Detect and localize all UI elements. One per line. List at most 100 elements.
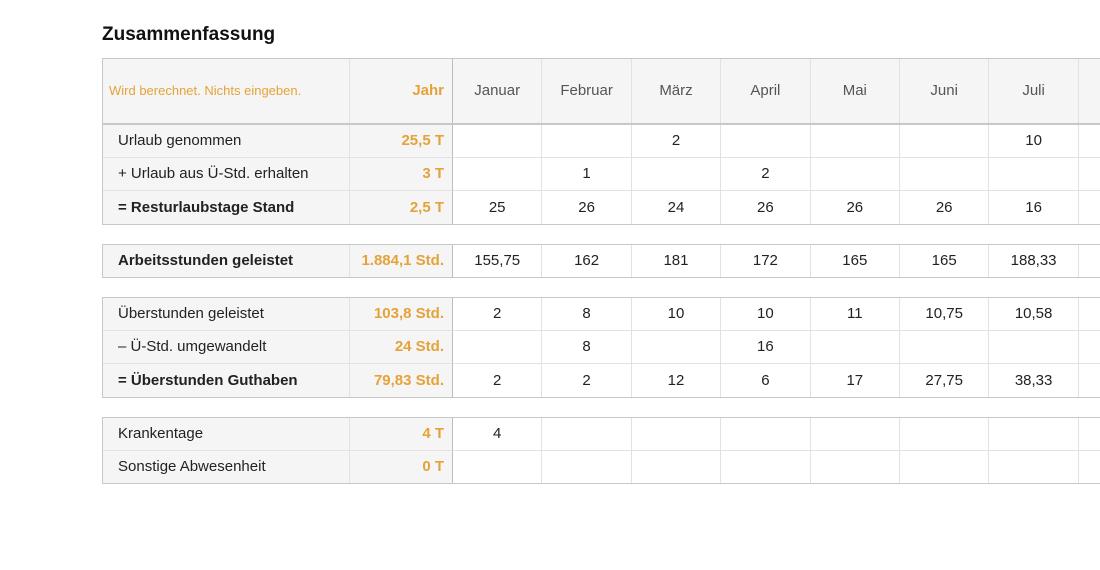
month-header: Februar: [542, 58, 632, 124]
month-header: Januar: [453, 58, 543, 124]
month-value: 155,75: [453, 244, 543, 278]
month-value: [1078, 124, 1100, 158]
month-value: [721, 124, 811, 158]
month-value: [542, 417, 632, 451]
month-value: 2: [631, 124, 722, 158]
month-value: 10: [721, 297, 811, 331]
month-value: [810, 330, 900, 364]
row-label: Krankentage: [102, 417, 350, 451]
month-value: [1078, 417, 1100, 451]
month-value: [1078, 244, 1100, 278]
month-value: 27,75: [900, 364, 990, 398]
month-value: [810, 124, 900, 158]
month-header: März: [631, 58, 722, 124]
row-label: = Resturlaubstage Stand: [102, 191, 350, 225]
month-value: [810, 450, 900, 484]
month-value: [900, 124, 990, 158]
month-value: [900, 330, 990, 364]
row-label: Urlaub genommen: [102, 124, 350, 158]
month-value: [900, 417, 990, 451]
row-year-total: 79,83 Std.: [350, 364, 453, 398]
month-value: 162: [542, 244, 632, 278]
month-value: 8: [542, 297, 632, 331]
month-value: 2: [542, 364, 632, 398]
month-value: [810, 157, 900, 191]
month-value: 6: [721, 364, 811, 398]
row-year-total: 2,5 T: [350, 191, 453, 225]
month-value: 165: [810, 244, 900, 278]
month-value: 16: [989, 191, 1079, 225]
row-label: Überstunden geleistet: [102, 297, 350, 331]
row-year-total: 1.884,1 Std.: [350, 244, 453, 278]
month-value: 10: [631, 297, 722, 331]
month-value: 2: [721, 157, 811, 191]
row-year-total: 103,8 Std.: [350, 297, 453, 331]
month-header: Juni: [900, 58, 990, 124]
month-value: 165: [900, 244, 990, 278]
month-value: 172: [721, 244, 811, 278]
month-value: 11: [810, 297, 900, 331]
month-value: 10,58: [989, 297, 1079, 331]
month-value: 26: [900, 191, 990, 225]
month-value: 26: [721, 191, 811, 225]
month-header: Mai: [810, 58, 900, 124]
month-value: 10,75: [900, 297, 990, 331]
month-value: [810, 417, 900, 451]
row-label: + Urlaub aus Ü-Std. erhalten: [102, 157, 350, 191]
month-value: 2: [453, 364, 543, 398]
row-year-total: 4 T: [350, 417, 453, 451]
month-value: [989, 157, 1079, 191]
month-value: 17: [810, 364, 900, 398]
month-value: [453, 157, 543, 191]
row-label: Arbeitsstunden geleistet: [102, 244, 350, 278]
month-value: [721, 417, 811, 451]
month-value: 1: [542, 157, 632, 191]
row-year-total: 0 T: [350, 450, 453, 484]
month-value: [1078, 158, 1100, 191]
month-value: [900, 450, 990, 484]
month-value: [989, 450, 1079, 484]
month-value: [989, 330, 1079, 364]
month-value: [721, 450, 811, 484]
month-value: 10: [989, 124, 1079, 158]
month-value: 8: [542, 330, 632, 364]
row-label: Sonstige Abwesenheit: [102, 450, 350, 484]
month-value: [631, 450, 722, 484]
month-header: April: [721, 58, 811, 124]
title: Zusammenfassung: [102, 24, 276, 45]
row-label: – Ü-Std. umgewandelt: [102, 330, 350, 364]
month-header: Juli: [989, 58, 1079, 124]
month-value: [631, 330, 722, 364]
row-year-total: 25,5 T: [350, 124, 453, 158]
month-value: [900, 157, 990, 191]
month-value: [542, 124, 632, 158]
month-value: [631, 417, 722, 451]
header-note: Wird berechnet. Nichts eingeben.: [102, 58, 350, 124]
month-value: 25: [453, 191, 543, 225]
month-value: 4: [453, 417, 543, 451]
header-year: Jahr: [350, 58, 453, 124]
month-value: [542, 450, 632, 484]
month-value: 188,33: [989, 244, 1079, 278]
month-value: [1078, 191, 1100, 225]
month-value: [1078, 364, 1100, 398]
month-value: [453, 450, 543, 484]
month-value: [631, 157, 722, 191]
month-value: [453, 124, 543, 158]
month-value: [1078, 331, 1100, 364]
month-value: [1078, 297, 1100, 331]
month-value: 2: [453, 297, 543, 331]
month-value: 26: [542, 191, 632, 225]
month-value: 16: [721, 330, 811, 364]
month-value: 12: [631, 364, 722, 398]
month-value: 38,33: [989, 364, 1079, 398]
month-value: [453, 330, 543, 364]
row-year-total: 3 T: [350, 157, 453, 191]
month-value: [1078, 451, 1100, 484]
month-value: 24: [631, 191, 722, 225]
row-year-total: 24 Std.: [350, 330, 453, 364]
month-value: 181: [631, 244, 722, 278]
month-header: [1078, 58, 1100, 124]
row-label: = Überstunden Guthaben: [102, 364, 350, 398]
